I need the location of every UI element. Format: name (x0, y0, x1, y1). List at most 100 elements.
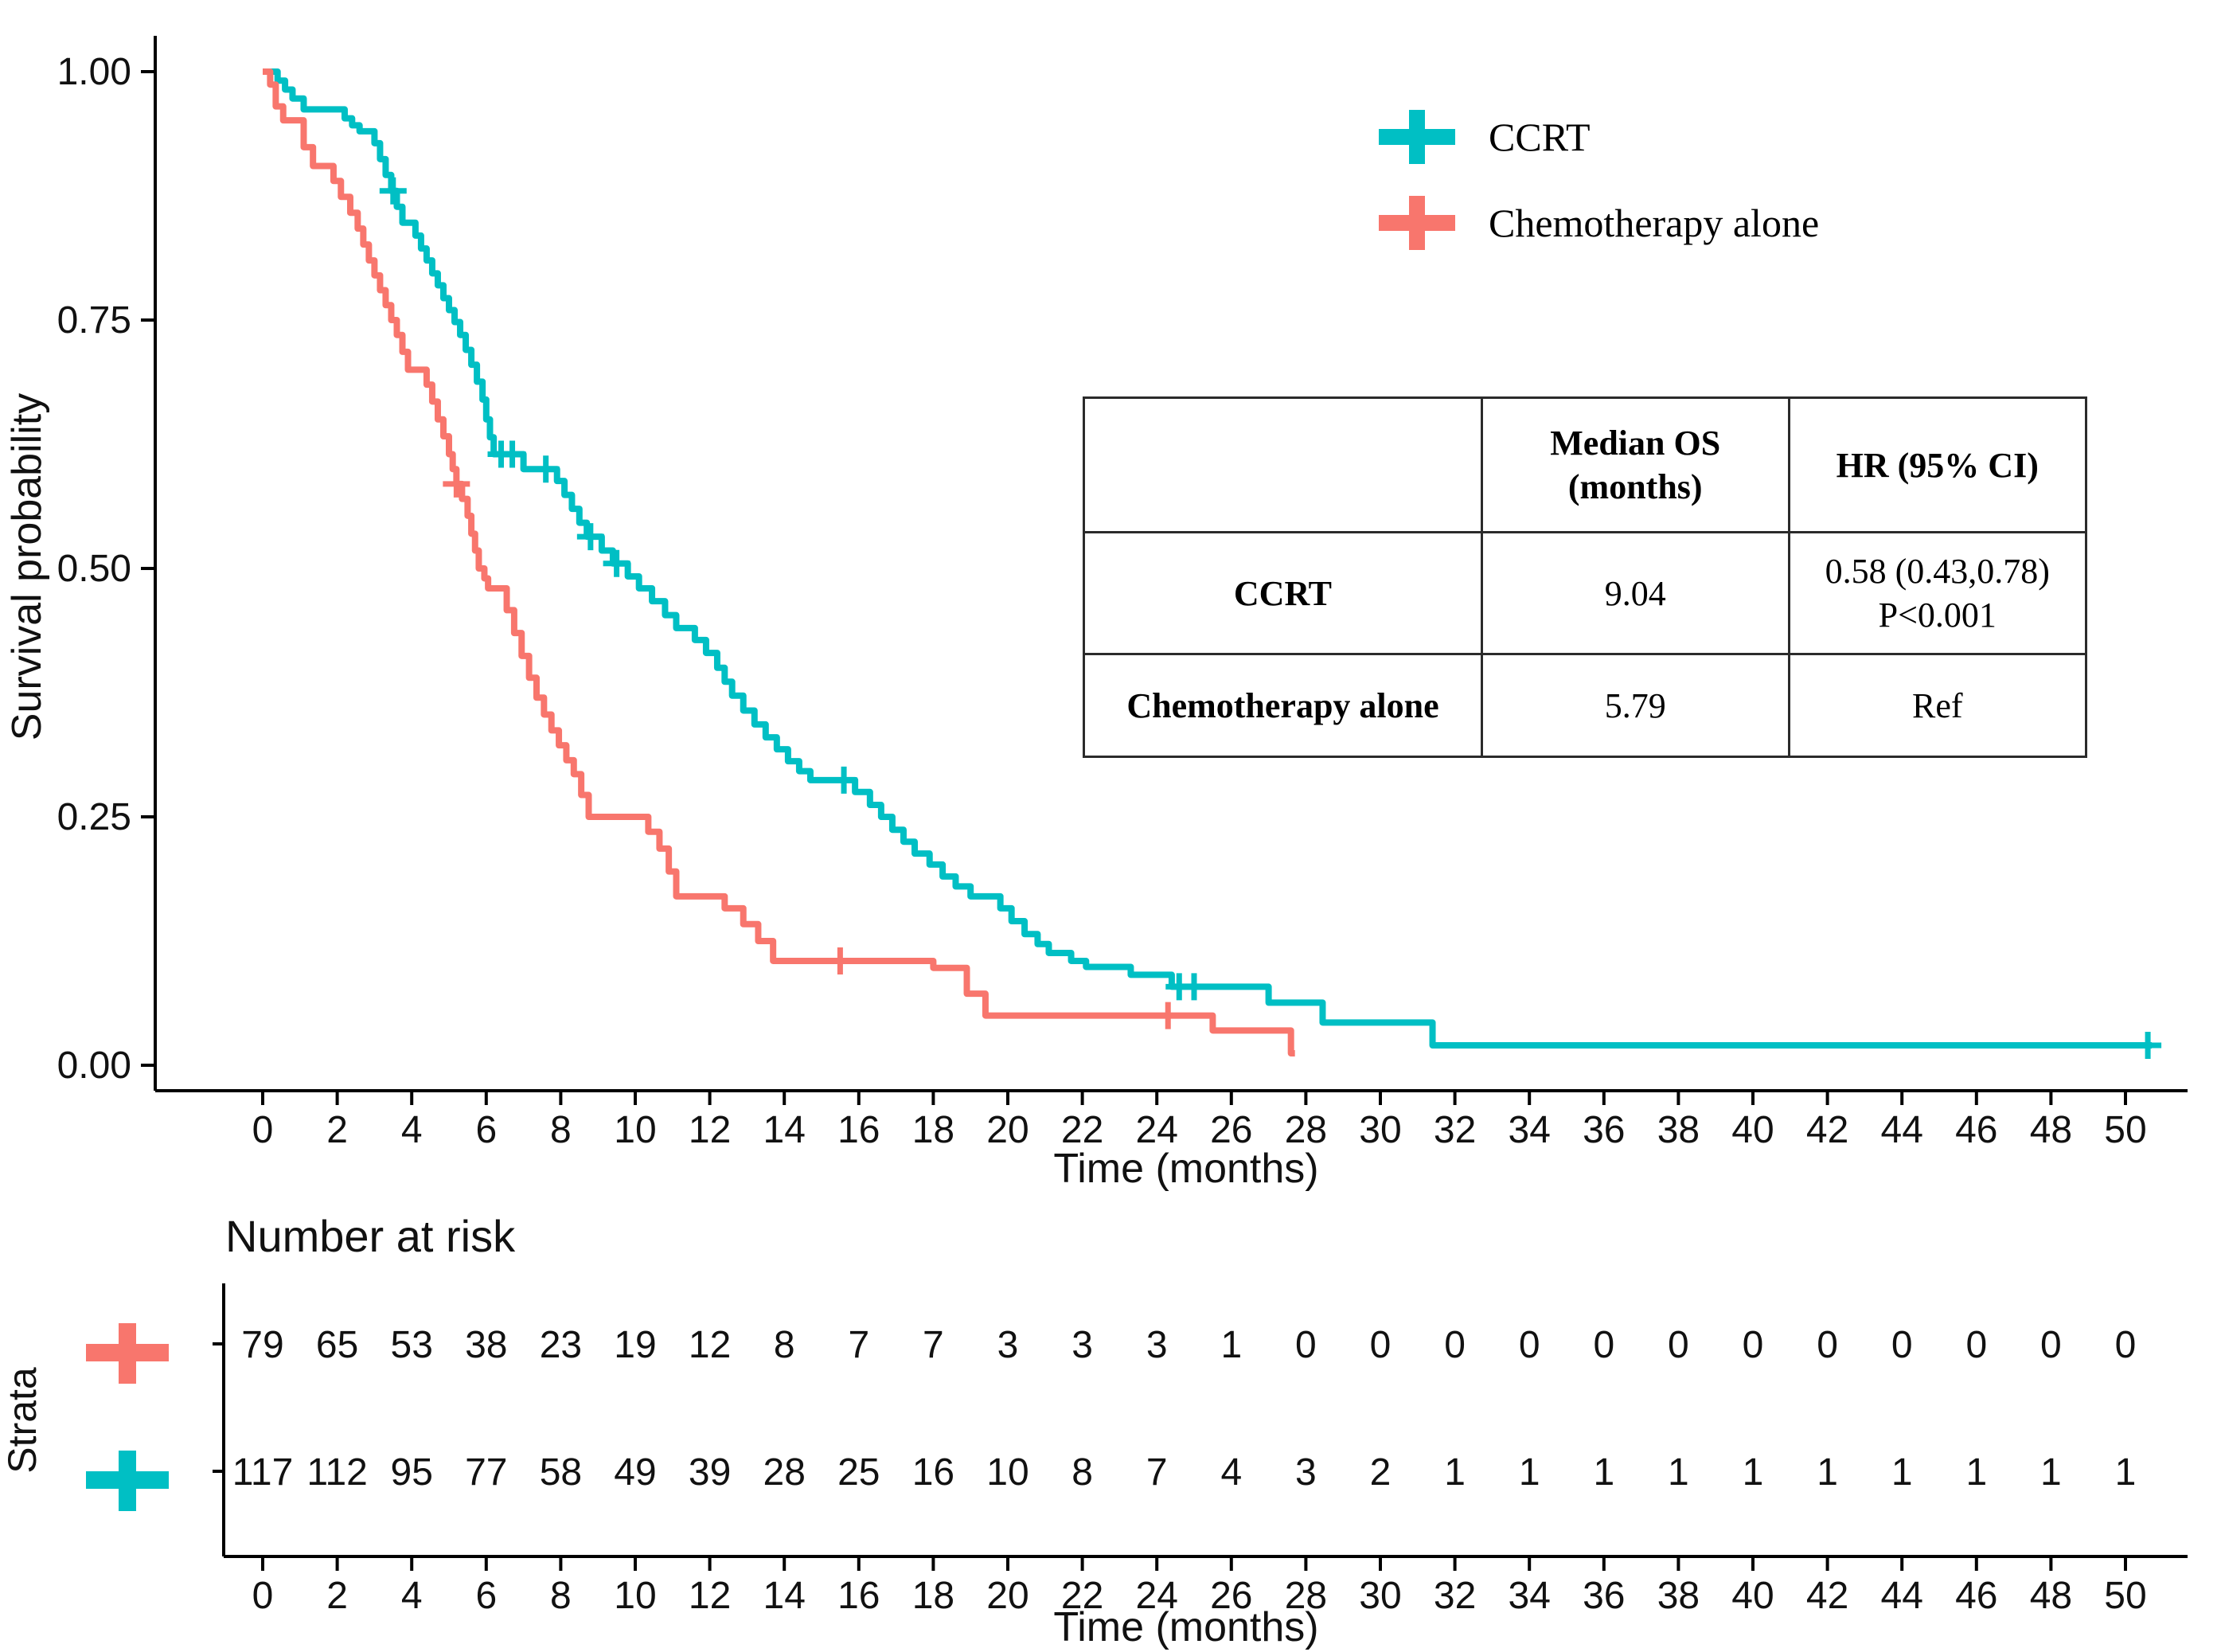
risk-x-tick-label: 26 (1210, 1575, 1252, 1617)
censor-mark (2134, 1032, 2162, 1060)
survival-curve-chemo (263, 68, 1295, 1057)
stats-ccrt-hr: 0.58 (0.43,0.78) P<0.001 (1787, 531, 2087, 655)
risk-x-tick-label: 6 (475, 1575, 497, 1617)
risk-count-ccrt: 1 (1444, 1451, 1466, 1494)
x-tick-label: 18 (912, 1109, 954, 1151)
x-tick-label: 6 (475, 1109, 497, 1151)
risk-count-chemo: 23 (540, 1324, 582, 1366)
risk-count-ccrt: 58 (540, 1451, 582, 1494)
legend-item-ccrt: CCRT (1379, 94, 1819, 180)
risk-count-chemo: 3 (997, 1324, 1019, 1366)
risk-count-ccrt: 1 (2115, 1451, 2137, 1494)
risk-count-chemo: 7 (848, 1324, 869, 1366)
risk-x-tick-label: 24 (1136, 1575, 1178, 1617)
risk-count-chemo: 65 (316, 1324, 358, 1366)
x-tick-label: 24 (1136, 1109, 1178, 1151)
risk-count-chemo: 0 (1370, 1324, 1392, 1366)
risk-x-tick-label: 40 (1731, 1575, 1774, 1617)
risk-count-chemo: 3 (1146, 1324, 1168, 1366)
x-tick-label: 32 (1434, 1109, 1476, 1151)
risk-count-chemo: 3 (1071, 1324, 1093, 1366)
risk-x-tick-label: 12 (689, 1575, 731, 1617)
risk-count-ccrt: 25 (837, 1451, 880, 1494)
risk-count-chemo: 0 (1891, 1324, 1913, 1366)
risk-count-chemo: 8 (774, 1324, 795, 1366)
risk-count-chemo: 38 (465, 1324, 507, 1366)
risk-count-chemo: 19 (614, 1324, 656, 1366)
risk-count-ccrt: 1 (1965, 1451, 1987, 1494)
risk-x-tick-label: 22 (1061, 1575, 1103, 1617)
censor-mark (826, 947, 854, 974)
risk-count-ccrt: 8 (1071, 1451, 1093, 1494)
chart-dynamic-layer: 1.000.750.500.250.000 2 4 6 8 10 12 14 16 18 20 22 2… (57, 36, 2188, 1617)
stats-table-header-row: Median OS (months) HR (95% CI) (1083, 396, 2087, 533)
risk-count-ccrt: 49 (614, 1451, 656, 1494)
risk-count-chemo: 7 (923, 1324, 944, 1366)
stats-chemo-hr: Ref (1787, 653, 2087, 758)
risk-count-chemo: 0 (1519, 1324, 1540, 1366)
legend: CCRT Chemotherapy alone (1379, 94, 1819, 266)
x-tick-label: 36 (1583, 1109, 1625, 1151)
y-axis-title: Survival probability (4, 392, 50, 741)
risk-count-ccrt: 112 (306, 1451, 368, 1494)
risk-count-ccrt: 1 (1891, 1451, 1913, 1494)
x-tick-label: 26 (1210, 1109, 1252, 1151)
risk-count-ccrt: 117 (232, 1451, 294, 1494)
risk-x-tick-label: 32 (1434, 1575, 1476, 1617)
stats-chemo-group: Chemotherapy alone (1083, 653, 1483, 758)
risk-count-ccrt: 1 (1668, 1451, 1689, 1494)
risk-x-tick-label: 10 (614, 1575, 656, 1617)
stats-header-median-os: Median OS (months) (1480, 396, 1790, 533)
risk-count-chemo: 0 (1668, 1324, 1689, 1366)
risk-count-ccrt: 1 (1519, 1451, 1540, 1494)
risk-count-chemo: 0 (1295, 1324, 1317, 1366)
risk-count-chemo: 1 (1220, 1324, 1242, 1366)
risk-x-tick-label: 0 (252, 1575, 274, 1617)
risk-count-ccrt: 3 (1295, 1451, 1317, 1494)
risk-x-tick-label: 18 (912, 1575, 954, 1617)
risk-count-chemo: 0 (1743, 1324, 1764, 1366)
risk-count-ccrt: 39 (689, 1451, 731, 1494)
censor-mark (532, 455, 560, 483)
x-tick-label: 44 (1881, 1109, 1923, 1151)
risk-count-ccrt: 1 (2040, 1451, 2062, 1494)
risk-x-tick-label: 14 (763, 1575, 806, 1617)
risk-x-tick-label: 42 (1806, 1575, 1848, 1617)
risk-count-ccrt: 10 (986, 1451, 1029, 1494)
x-tick-label: 10 (614, 1109, 656, 1151)
risk-count-ccrt: 77 (465, 1451, 507, 1494)
x-tick-label: 20 (986, 1109, 1029, 1151)
ccrt-plus-marker-icon (1379, 110, 1455, 164)
x-tick-label: 42 (1806, 1109, 1848, 1151)
strata-ccrt-plus-marker-icon (86, 1451, 169, 1511)
stats-row-chemo: Chemotherapy alone 5.79 Ref (1083, 653, 2087, 758)
stats-ccrt-median: 9.04 (1480, 531, 1790, 655)
x-axis-title-risk: Time (months) (1053, 1604, 1319, 1650)
x-tick-label: 14 (763, 1109, 806, 1151)
survival-curve-ccrt (263, 68, 2153, 1049)
risk-x-tick-label: 16 (837, 1575, 880, 1617)
risk-count-ccrt: 2 (1370, 1451, 1392, 1494)
x-tick-label: 22 (1061, 1109, 1103, 1151)
censor-mark (603, 549, 630, 577)
risk-count-ccrt: 1 (1593, 1451, 1614, 1494)
risk-x-tick-label: 20 (986, 1575, 1029, 1617)
censor-mark (1154, 1002, 1182, 1029)
stats-ccrt-group: CCRT (1083, 531, 1483, 655)
strata-axis-title: Strata (0, 1367, 45, 1474)
y-tick-label: 0.25 (57, 796, 131, 838)
risk-x-tick-label: 4 (401, 1575, 423, 1617)
risk-count-chemo: 0 (1444, 1324, 1466, 1366)
x-tick-label: 12 (689, 1109, 731, 1151)
risk-x-tick-label: 8 (550, 1575, 572, 1617)
risk-count-ccrt: 16 (912, 1451, 954, 1494)
risk-x-tick-label: 36 (1583, 1575, 1625, 1617)
censor-mark (1181, 973, 1208, 1001)
risk-count-ccrt: 28 (763, 1451, 806, 1494)
strata-chemo-plus-marker-icon (86, 1323, 169, 1384)
censor-mark (379, 177, 407, 205)
stats-header-empty-cell (1083, 396, 1483, 533)
risk-count-ccrt: 7 (1146, 1451, 1168, 1494)
